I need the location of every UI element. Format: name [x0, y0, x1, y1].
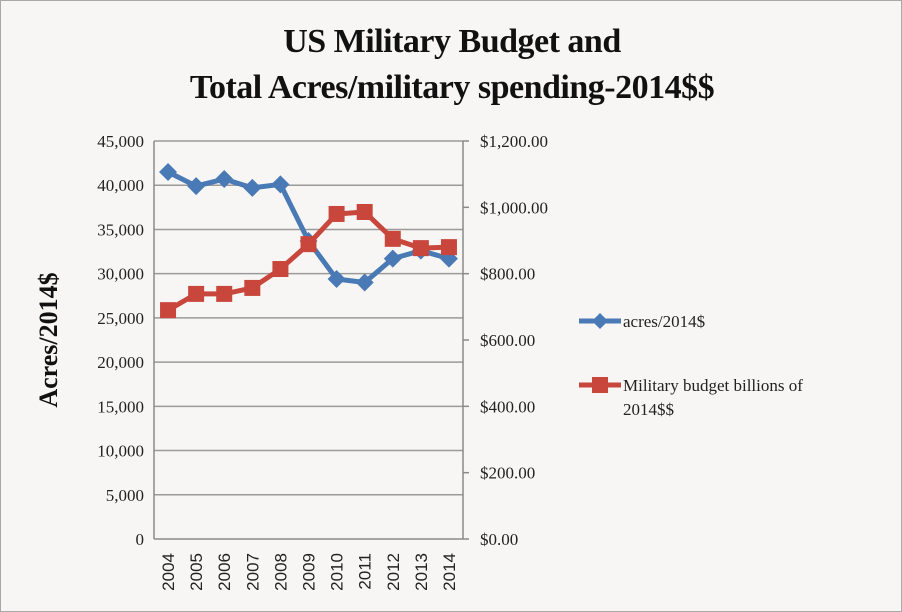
y2-tick-label: $1,200.00 [480, 132, 548, 151]
x-tick-label: 2005 [187, 553, 206, 591]
legend-label: 2014$$ [623, 400, 674, 419]
data-point-budget [300, 236, 317, 253]
y2-tick-label: $200.00 [480, 464, 535, 483]
series-line-acres [166, 169, 450, 286]
x-tick-label: 2007 [243, 553, 262, 591]
data-point-budget [272, 261, 289, 278]
x-tick-label: 2010 [328, 553, 347, 591]
y-tick-label: 15,000 [97, 397, 144, 416]
y2-tick-label: $400.00 [480, 397, 535, 416]
y-tick-label: 0 [136, 530, 145, 549]
data-point-acres [187, 177, 206, 196]
data-point-acres [215, 170, 234, 189]
y-tick-label: 40,000 [97, 176, 144, 195]
y-tick-label: 45,000 [97, 132, 144, 151]
x-tick-label: 2012 [384, 553, 403, 591]
x-tick-label: 2006 [215, 553, 234, 591]
y2-tick-label: $600.00 [480, 331, 535, 350]
y-tick-label: 30,000 [97, 265, 144, 284]
data-point-acres [383, 249, 402, 268]
data-point-budget [160, 302, 177, 319]
x-tick-label: 2009 [300, 553, 319, 591]
data-point-budget [216, 285, 233, 302]
x-tick-label: 2004 [159, 553, 178, 591]
data-point-budget [328, 205, 345, 222]
legend-marker-square [592, 377, 608, 393]
data-point-budget [384, 230, 401, 247]
chart-title-line-1: US Military Budget and [283, 23, 621, 60]
data-point-budget [188, 285, 205, 302]
data-point-acres [243, 178, 262, 197]
data-point-budget [440, 239, 457, 256]
data-point-budget [356, 203, 373, 220]
data-point-acres [327, 269, 346, 288]
x-tick-label: 2008 [271, 553, 290, 591]
data-point-acres [355, 273, 374, 292]
chart-title-line-2: Total Acres/military spending-2014$$ [189, 69, 715, 106]
series-line-budget [166, 209, 450, 313]
y-tick-label: 25,000 [97, 309, 144, 328]
y-axis-title: Acres/2014$ [34, 272, 63, 407]
data-point-acres [271, 175, 290, 194]
x-tick-label: 2014 [440, 553, 459, 591]
y-tick-label: 5,000 [106, 486, 144, 505]
data-point-acres [159, 162, 178, 181]
y2-tick-label: $0.00 [480, 530, 518, 549]
y2-tick-label: $1,000.00 [480, 198, 548, 217]
y-tick-label: 20,000 [97, 353, 144, 372]
legend-marker-diamond [592, 313, 608, 329]
y2-tick-label: $800.00 [480, 265, 535, 284]
y-tick-label: 10,000 [97, 442, 144, 461]
legend-label: Military budget billions of [623, 376, 803, 395]
data-point-budget [244, 279, 261, 296]
y-tick-label: 35,000 [97, 220, 144, 239]
legend-label: acres/2014$ [623, 312, 705, 331]
x-tick-label: 2011 [356, 553, 375, 590]
x-tick-label: 2013 [412, 553, 431, 591]
data-point-budget [412, 240, 429, 257]
